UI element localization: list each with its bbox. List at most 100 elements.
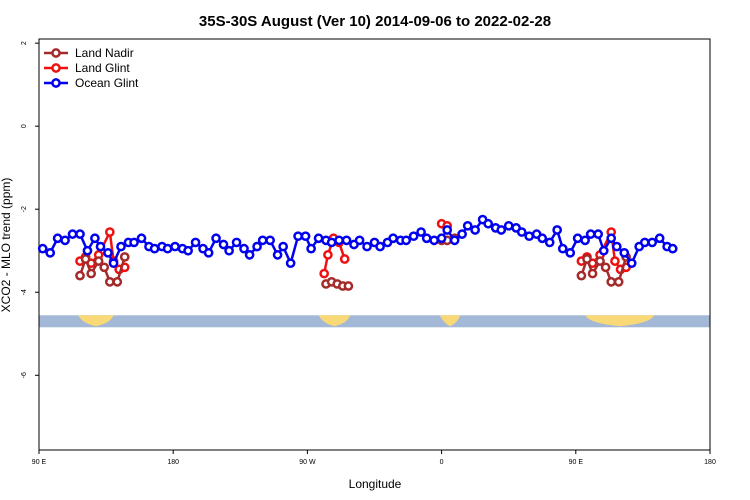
data-point: [557, 243, 568, 254]
y-tick-label: -4: [21, 289, 28, 295]
data-point: [576, 270, 587, 281]
x-tick-label: 0: [440, 459, 444, 466]
data-point: [343, 281, 354, 291]
data-point: [80, 254, 91, 264]
data-point: [470, 225, 480, 235]
x-tick-label: 180: [167, 459, 179, 466]
data-point: [416, 227, 426, 237]
data-point: [75, 270, 85, 281]
data-point: [313, 233, 324, 244]
series-ocean-glint: [37, 214, 678, 269]
data-point: [436, 233, 447, 244]
data-point: [572, 233, 583, 244]
y-tick-label: 2: [21, 41, 28, 45]
x-tick-label: 90 E: [569, 459, 584, 466]
land-segment: [318, 315, 351, 327]
data-point: [580, 235, 590, 246]
data-point: [119, 252, 130, 262]
data-point: [293, 231, 303, 242]
data-point: [129, 237, 139, 248]
data-point: [537, 233, 548, 244]
data-point: [86, 268, 97, 279]
data-point: [442, 225, 453, 235]
data-point: [600, 262, 611, 273]
data-point: [104, 277, 115, 287]
data-point: [45, 247, 56, 258]
land-segment: [439, 315, 461, 327]
data-point: [626, 258, 637, 269]
x-tick-label: 90 E: [32, 459, 47, 466]
data-point: [639, 237, 650, 248]
data-point: [162, 243, 173, 254]
data-point: [595, 256, 605, 266]
axes: 90 E 180 90 W 0 90 E 180 2 0 -2 -4 -6: [21, 38, 716, 466]
data-point: [211, 233, 221, 244]
data-point: [334, 235, 344, 246]
data-point: [99, 262, 110, 273]
legend-marker-ocean-glint: [51, 78, 61, 88]
data-point: [606, 233, 617, 244]
data-point: [52, 233, 63, 244]
data-point: [544, 237, 555, 248]
data-point: [278, 241, 289, 252]
data-point: [585, 229, 596, 239]
data-point: [67, 229, 78, 239]
data-point: [306, 243, 316, 254]
data-point: [598, 245, 609, 256]
data-point: [183, 245, 193, 256]
ocean-band: [39, 315, 710, 328]
y-axis-label: XCO2 - MLO trend (ppm): [0, 178, 13, 313]
land-ocean-band: [39, 315, 710, 328]
data-point: [75, 229, 85, 239]
plot-frame: [38, 38, 711, 451]
data-point: [552, 225, 563, 235]
data-point: [108, 258, 119, 269]
data-point: [285, 258, 296, 269]
data-point: [611, 241, 622, 252]
data-point: [82, 245, 93, 256]
legend-marker-land-nadir: [51, 48, 61, 58]
data-point: [116, 241, 126, 252]
legend-label-land-glint: Land Glint: [75, 61, 130, 75]
data-point: [565, 247, 576, 258]
data-point: [429, 235, 439, 246]
data-point: [231, 237, 242, 248]
data-point: [354, 235, 365, 246]
data-point: [239, 243, 249, 254]
data-point: [60, 235, 70, 246]
data-point: [362, 241, 372, 252]
data-point: [503, 220, 514, 231]
data-point: [667, 243, 678, 254]
data-point: [218, 239, 229, 250]
data-point: [326, 237, 337, 248]
data-point: [149, 243, 160, 254]
chart-title: 35S-30S August (Ver 10) 2014-09-06 to 20…: [199, 13, 551, 30]
data-point: [224, 245, 234, 256]
data-point: [339, 254, 350, 264]
data-point: [37, 243, 48, 254]
data-point: [257, 235, 268, 246]
data-point: [95, 241, 106, 252]
data-point: [265, 235, 275, 246]
data-point: [375, 241, 385, 252]
data-point: [516, 227, 527, 237]
data-point: [421, 233, 432, 244]
legend-label-ocean-glint: Ocean Glint: [75, 76, 139, 90]
data-point: [462, 220, 473, 231]
data-point: [244, 250, 255, 260]
data-point: [90, 233, 100, 244]
data-point: [587, 268, 598, 279]
data-point: [449, 235, 460, 246]
x-tick-label: 180: [704, 459, 716, 466]
legend-marker-land-glint: [51, 63, 61, 73]
data-point: [408, 231, 419, 242]
data-point: [606, 277, 617, 287]
data-point: [619, 247, 630, 258]
y-tick-label: 0: [21, 124, 28, 128]
data-point: [524, 231, 535, 242]
land-segment: [585, 315, 655, 327]
data-point: [654, 233, 665, 244]
data-point: [457, 229, 467, 239]
